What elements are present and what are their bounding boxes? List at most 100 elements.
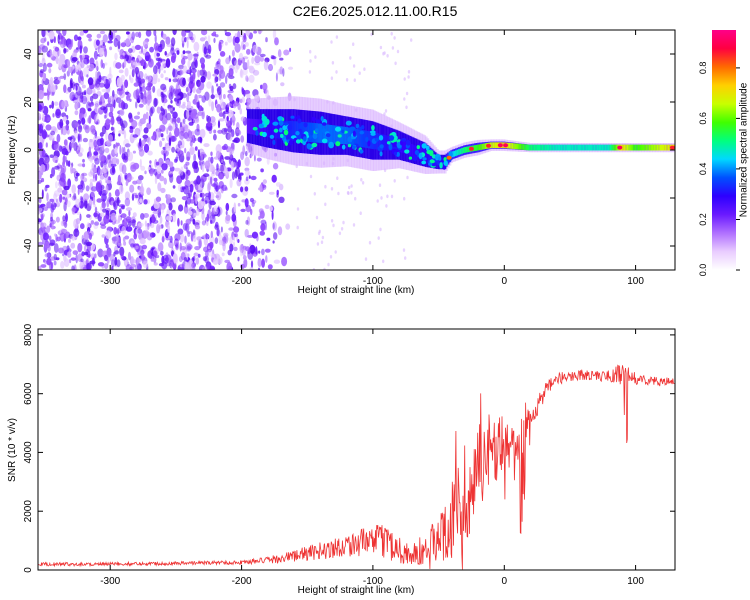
noise-speckle <box>330 219 334 223</box>
noise-speckle <box>123 102 129 110</box>
ridge-core <box>355 128 359 147</box>
noise-speckle <box>67 178 71 188</box>
ridge-core <box>349 127 352 145</box>
noise-speckle <box>40 232 44 241</box>
ridge-blob <box>352 130 356 136</box>
noise-speckle <box>250 260 254 269</box>
noise-speckle <box>86 101 92 111</box>
noise-speckle <box>280 82 285 87</box>
noise-speckle <box>246 48 251 55</box>
ridge-core <box>390 136 393 151</box>
noise-speckle <box>379 227 382 232</box>
noise-speckle <box>203 143 210 148</box>
noise-speckle <box>68 66 73 74</box>
noise-speckle <box>170 197 176 203</box>
noise-speckle <box>40 203 46 207</box>
noise-speckle <box>224 41 228 46</box>
noise-speckle <box>269 64 273 70</box>
ridge-core <box>455 150 458 157</box>
ridge-blob <box>320 116 324 122</box>
noise-speckle <box>59 193 63 203</box>
noise-speckle <box>101 193 107 202</box>
noise-speckle <box>38 147 45 157</box>
colorbar-tick-label: 0.0 <box>698 264 708 277</box>
snr-y-ticks: 0 2000 4000 6000 8000 <box>23 323 675 573</box>
noise-speckle <box>114 52 118 61</box>
ridge-blob <box>355 123 360 129</box>
noise-speckle <box>405 105 408 110</box>
noise-speckle <box>249 154 252 159</box>
noise-speckle <box>43 206 48 211</box>
ridge-core <box>456 149 460 156</box>
ridge-core <box>633 144 636 151</box>
spectrogram-image <box>38 30 675 270</box>
noise-speckle <box>63 64 69 69</box>
noise-speckle <box>236 122 240 130</box>
noise-speckle <box>130 36 135 44</box>
noise-speckle <box>213 166 216 174</box>
noise-speckle <box>179 233 185 243</box>
noise-speckle <box>192 33 196 41</box>
noise-speckle <box>90 168 96 176</box>
noise-speckle <box>237 239 240 243</box>
ridge-core <box>410 144 414 156</box>
noise-speckle <box>80 223 85 230</box>
noise-speckle <box>160 83 167 91</box>
ridge-blob <box>394 135 398 141</box>
noise-speckle <box>260 84 263 90</box>
noise-speckle <box>376 199 379 203</box>
noise-speckle <box>249 244 256 254</box>
noise-speckle <box>246 216 251 226</box>
noise-speckle <box>407 70 411 74</box>
noise-speckle <box>53 76 58 81</box>
noise-speckle <box>218 171 225 180</box>
noise-speckle <box>168 235 171 240</box>
noise-speckle <box>265 88 269 99</box>
ridge-blob <box>303 122 308 128</box>
noise-speckle <box>38 45 41 56</box>
y-tick-label: 4000 <box>23 441 34 464</box>
noise-speckle <box>71 265 75 270</box>
noise-speckle <box>193 212 198 216</box>
noise-speckle <box>118 130 124 134</box>
noise-speckle <box>172 185 176 189</box>
noise-speckle <box>384 109 388 113</box>
noise-speckle <box>141 244 148 250</box>
noise-speckle <box>66 159 69 167</box>
noise-speckle <box>187 210 193 216</box>
noise-speckle <box>218 41 222 52</box>
ridge-core <box>272 120 275 138</box>
noise-speckle <box>219 98 224 108</box>
ridge-hotspot <box>617 145 623 150</box>
noise-speckle <box>65 124 69 131</box>
noise-speckle <box>107 73 113 80</box>
noise-speckle <box>212 73 218 77</box>
noise-speckle <box>277 226 283 236</box>
ridge-blob <box>374 137 380 142</box>
noise-speckle <box>259 210 265 219</box>
noise-speckle <box>235 160 238 164</box>
chart-title: C2E6.2025.012.11.00.R15 <box>292 3 458 19</box>
noise-speckle <box>125 207 133 212</box>
noise-speckle <box>315 215 319 220</box>
ridge-core <box>489 142 493 149</box>
noise-speckle <box>197 100 200 110</box>
ridge-core <box>467 146 471 153</box>
noise-speckle <box>199 128 206 139</box>
noise-speckle <box>242 62 249 71</box>
noise-speckle <box>83 193 90 201</box>
noise-speckle <box>172 213 177 223</box>
ridge-core <box>568 144 572 151</box>
noise-speckle <box>120 251 124 260</box>
noise-speckle <box>87 117 91 124</box>
ridge-blob <box>431 162 437 167</box>
noise-speckle <box>208 191 211 201</box>
noise-speckle <box>81 117 86 125</box>
noise-speckle <box>113 227 118 235</box>
noise-speckle <box>331 61 335 65</box>
noise-speckle <box>38 179 42 184</box>
noise-speckle <box>225 202 230 212</box>
ridge-core <box>358 129 362 147</box>
noise-speckle <box>271 56 277 60</box>
ridge-core <box>589 144 592 151</box>
